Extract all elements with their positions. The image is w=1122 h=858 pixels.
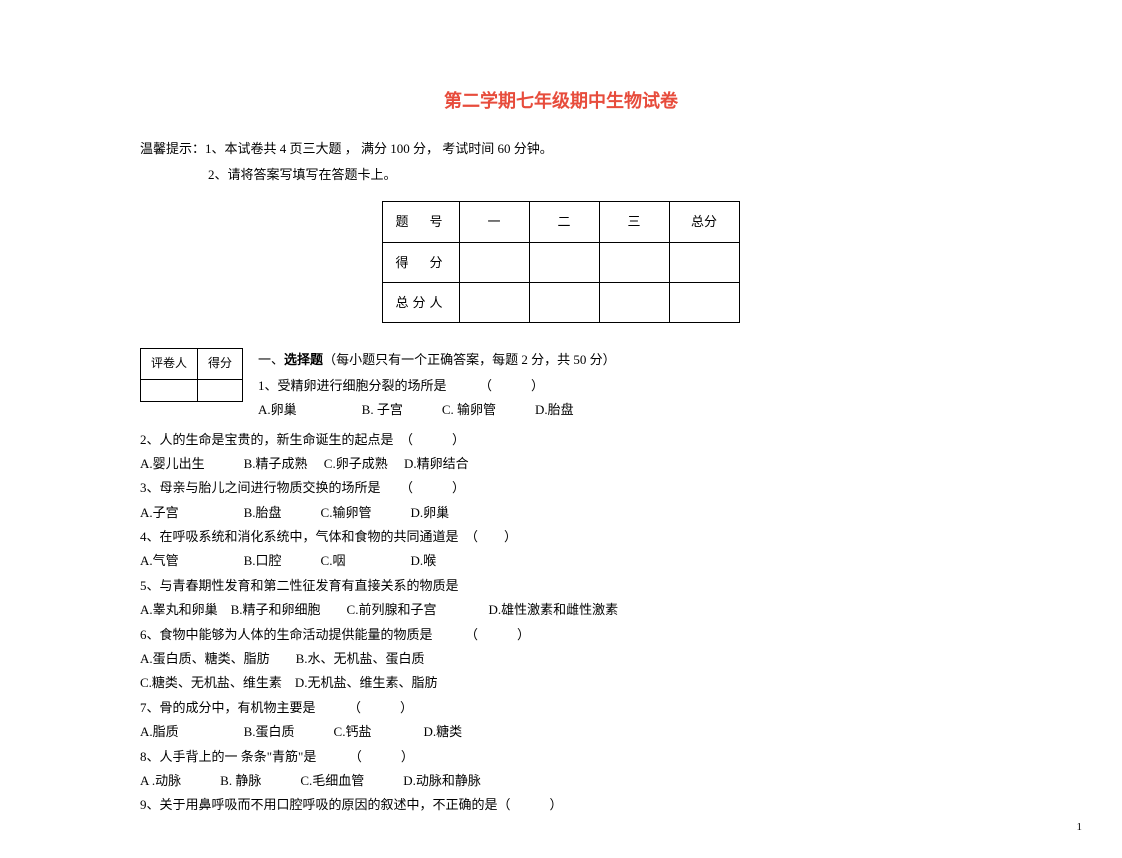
- header-cell: 一: [459, 202, 529, 242]
- section-1-content: 一、选择题（每小题只有一个正确答案，每题 2 分，共 50 分） 1、受精卵进行…: [258, 348, 982, 422]
- question-6-options-1: A.蛋白质、糖类、脂肪 B.水、无机盐、蛋白质: [140, 647, 982, 670]
- empty-cell: [529, 282, 599, 322]
- question-8-options: A .动脉 B. 静脉 C.毛细血管 D.动脉和静脉: [140, 769, 982, 792]
- header-prefix: 一、: [258, 352, 284, 367]
- question-4: 4、在呼吸系统和消化系统中，气体和食物的共同通道是 （ ）: [140, 525, 982, 548]
- header-cell: 总分: [669, 202, 739, 242]
- question-3-options: A.子宫 B.胎盘 C.输卵管 D.卵巢: [140, 501, 982, 524]
- table-row: 得 分: [383, 242, 739, 282]
- question-4-options: A.气管 B.口腔 C.咽 D.喉: [140, 549, 982, 572]
- row-label: 得 分: [383, 242, 459, 282]
- question-2: 2、人的生命是宝贵的，新生命诞生的起点是 （ ）: [140, 428, 982, 451]
- empty-cell: [198, 379, 243, 401]
- question-9: 9、关于用鼻呼吸而不用口腔呼吸的原因的叙述中，不正确的是（ ）: [140, 793, 982, 816]
- grader-table: 评卷人 得分: [140, 348, 243, 402]
- notice-line-1: 温馨提示：1、本试卷共 4 页三大题 ， 满分 100 分， 考试时间 60 分…: [140, 137, 982, 160]
- notice-line-2: 2、请将答案写填写在答题卡上。: [140, 163, 982, 186]
- row-label: 总分人: [383, 282, 459, 322]
- question-2-options: A.婴儿出生 B.精子成熟 C.卵子成熟 D.精卵结合: [140, 452, 982, 475]
- grader-label: 评卷人: [141, 349, 198, 380]
- question-6-options-2: C.糖类、无机盐、维生素 D.无机盐、维生素、脂肪: [140, 671, 982, 694]
- question-3: 3、母亲与胎儿之间进行物质交换的场所是 （ ）: [140, 476, 982, 499]
- table-row: 总分人: [383, 282, 739, 322]
- section-1-row: 评卷人 得分 一、选择题（每小题只有一个正确答案，每题 2 分，共 50 分） …: [140, 348, 982, 422]
- question-8: 8、人手背上的一 条条"青筋"是 （ ）: [140, 745, 982, 768]
- header-cell: 二: [529, 202, 599, 242]
- question-1-options: A.卵巢 B. 子宫 C. 输卵管 D.胎盘: [258, 398, 982, 421]
- question-6: 6、食物中能够为人体的生命活动提供能量的物质是 （ ）: [140, 623, 982, 646]
- empty-cell: [459, 282, 529, 322]
- notice-block: 温馨提示：1、本试卷共 4 页三大题 ， 满分 100 分， 考试时间 60 分…: [140, 137, 982, 186]
- page-title: 第二学期七年级期中生物试卷: [140, 85, 982, 117]
- question-1: 1、受精卵进行细胞分裂的场所是 （ ）: [258, 374, 982, 397]
- table-header-row: 题 号 一 二 三 总分: [383, 202, 739, 242]
- empty-cell: [669, 282, 739, 322]
- question-7: 7、骨的成分中，有机物主要是 （ ）: [140, 696, 982, 719]
- header-bold: 选择题: [284, 352, 323, 367]
- empty-cell: [141, 379, 198, 401]
- header-cell: 题 号: [383, 202, 459, 242]
- score-table: 题 号 一 二 三 总分 得 分 总分人: [382, 201, 739, 323]
- score-label: 得分: [198, 349, 243, 380]
- page-number: 1: [1077, 818, 1083, 838]
- header-rest: （每小题只有一个正确答案，每题 2 分，共 50 分）: [323, 352, 616, 367]
- question-7-options: A.脂质 B.蛋白质 C.钙盐 D.糖类: [140, 720, 982, 743]
- empty-cell: [599, 242, 669, 282]
- empty-cell: [459, 242, 529, 282]
- question-5-options: A.睾丸和卵巢 B.精子和卵细胞 C.前列腺和子宫 D.雄性激素和雌性激素: [140, 598, 982, 621]
- header-cell: 三: [599, 202, 669, 242]
- empty-cell: [599, 282, 669, 322]
- empty-cell: [669, 242, 739, 282]
- section-1-header: 一、选择题（每小题只有一个正确答案，每题 2 分，共 50 分）: [258, 348, 982, 371]
- empty-cell: [529, 242, 599, 282]
- question-5: 5、与青春期性发育和第二性征发育有直接关系的物质是: [140, 574, 982, 597]
